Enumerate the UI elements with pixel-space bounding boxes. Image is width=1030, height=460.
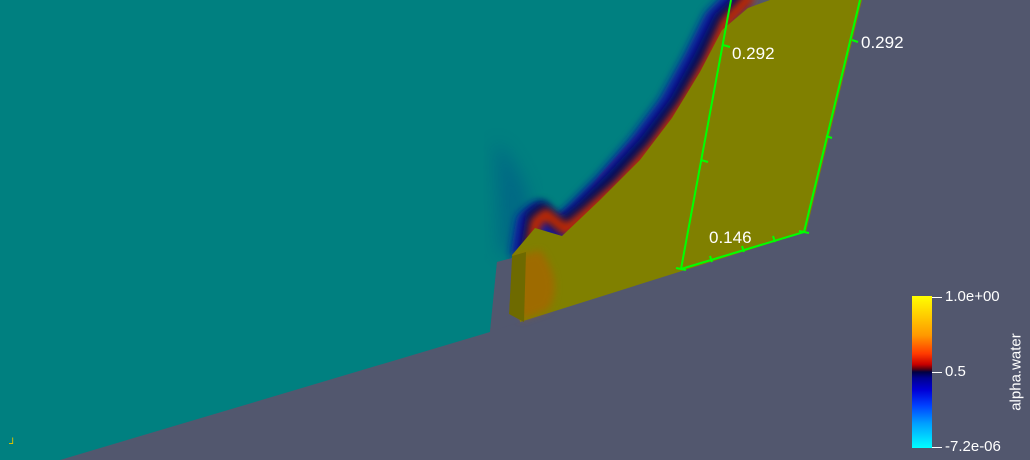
orientation-axes-icon: ⅃ [9, 436, 15, 446]
color-legend-tick-mid [932, 372, 942, 373]
interface-band-navy [519, 0, 750, 257]
ruler-label-3: 0.146 [709, 228, 752, 247]
color-legend-title: alpha.water [1007, 333, 1025, 411]
ruler-tick [722, 44, 731, 48]
ruler-tick [772, 235, 776, 243]
ruler-tick [741, 245, 745, 253]
ruler-endpoint-handle[interactable] [675, 267, 687, 271]
color-legend-max-label: 1.0e+00 [945, 288, 1000, 305]
water-front-face [509, 252, 526, 322]
color-legend-tick-max [932, 297, 942, 298]
color-legend-gradient [912, 296, 932, 448]
ruler-line-2[interactable] [803, 0, 861, 233]
ruler-endpoints[interactable] [675, 230, 810, 271]
ruler-label-1: 0.292 [732, 44, 775, 63]
ruler-line-1[interactable] [680, 0, 732, 270]
ground-step [490, 258, 520, 332]
ruler-tick [700, 159, 709, 163]
ruler-tick [851, 39, 859, 43]
color-legend-min-label: -7.2e-06 [945, 438, 1001, 455]
color-legend-bar[interactable] [912, 296, 932, 448]
ruler-label-2: 0.292 [861, 33, 904, 52]
ruler-tick [709, 255, 713, 263]
air-region [0, 0, 735, 460]
ruler-endpoint-handle[interactable] [798, 230, 810, 234]
ruler-tick [825, 135, 833, 139]
color-legend-tick-min [932, 447, 942, 448]
color-legend-mid-label: 0.5 [945, 363, 966, 380]
ruler-lines [680, 0, 861, 270]
